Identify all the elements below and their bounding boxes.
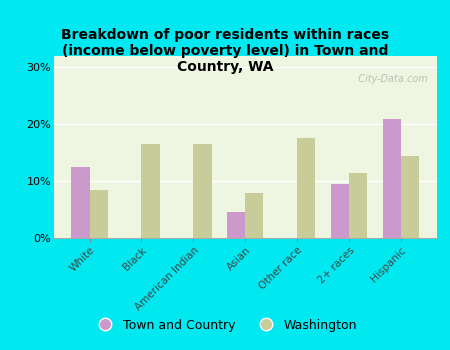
Bar — [349, 173, 367, 238]
Bar — [90, 190, 108, 238]
Bar — [194, 144, 212, 238]
Bar — [227, 212, 245, 238]
Bar — [72, 167, 90, 238]
Bar — [141, 144, 160, 238]
Bar — [245, 193, 263, 238]
Bar — [383, 119, 401, 238]
Bar — [331, 184, 349, 238]
Bar — [401, 155, 419, 238]
Text: City-Data.com: City-Data.com — [352, 74, 428, 84]
Bar — [297, 139, 315, 238]
Legend: Town and Country, Washington: Town and Country, Washington — [88, 314, 362, 337]
Text: Breakdown of poor residents within races
(income below poverty level) in Town an: Breakdown of poor residents within races… — [61, 28, 389, 75]
